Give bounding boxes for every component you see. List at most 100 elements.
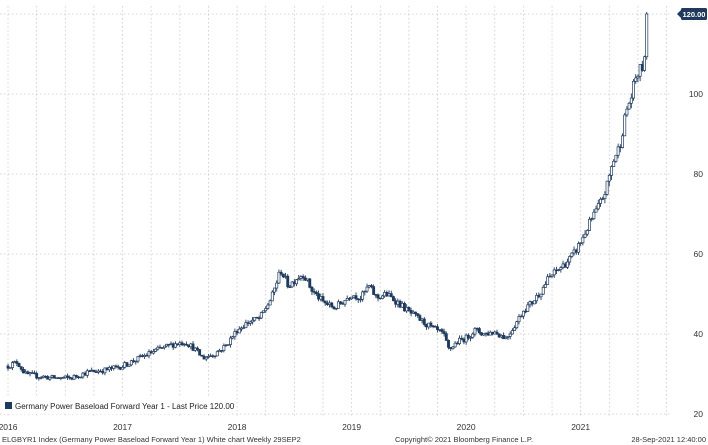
candle-body <box>453 342 457 348</box>
candle-body <box>354 295 358 300</box>
candle-body <box>321 296 325 302</box>
candle-body <box>616 146 620 156</box>
candlestick-series <box>6 12 649 381</box>
legend: Germany Power Baseload Forward Year 1 - … <box>1 398 235 414</box>
candle-body <box>310 287 314 292</box>
candle-body <box>585 230 589 235</box>
candle-body <box>495 331 499 335</box>
candle-body <box>121 366 124 370</box>
candle-body <box>389 293 393 297</box>
last-price-pointer <box>677 10 681 18</box>
candle-body <box>358 298 362 301</box>
candle-body <box>436 326 439 331</box>
y-tick-label: 40 <box>694 329 704 339</box>
candle-body <box>226 344 230 346</box>
candle-body <box>429 322 433 327</box>
candle-body <box>614 154 618 162</box>
candle-body <box>546 276 550 285</box>
last-price-marker: 120.00 <box>677 8 707 20</box>
candle-body <box>279 271 283 275</box>
candle-body <box>607 174 611 182</box>
footer: ELGBYR1 Index (Germany Power Baseload Fo… <box>2 435 706 444</box>
candle-body <box>535 295 539 302</box>
candle-body <box>577 243 580 253</box>
candle-body <box>350 296 354 300</box>
candle-body <box>643 56 646 71</box>
candle-body <box>222 345 226 351</box>
candle-body <box>612 160 616 167</box>
candle-body <box>407 307 411 311</box>
candle-body <box>392 296 395 302</box>
footer-index-description: ELGBYR1 Index (Germany Power Baseload Fo… <box>2 435 301 444</box>
candle-body <box>543 284 547 288</box>
candle-body <box>579 242 583 244</box>
x-tick-label: 2016 <box>0 422 18 432</box>
candle-body <box>603 194 607 199</box>
y-tick-label: 60 <box>694 249 704 259</box>
footer-copyright: Copyright© 2021 Bloomberg Finance L.P. <box>395 435 533 444</box>
legend-background <box>1 398 229 414</box>
candle-body <box>517 316 521 323</box>
candle-body <box>634 77 638 82</box>
candle-body <box>477 328 481 334</box>
candle-body <box>72 375 76 380</box>
candle-body <box>277 271 281 284</box>
legend-text: Germany Power Baseload Forward Year 1 - … <box>15 402 235 411</box>
candle-body <box>594 208 598 213</box>
candle-body <box>590 218 594 220</box>
candle-body <box>136 356 140 362</box>
candle-body <box>191 343 195 351</box>
candle-body <box>557 269 561 271</box>
candle-body <box>506 336 510 338</box>
candle-body <box>599 198 602 204</box>
candle-body <box>336 301 340 309</box>
candle-body <box>200 354 204 357</box>
candle-body <box>621 135 624 148</box>
x-tick-label: 2019 <box>342 422 361 432</box>
candle-body <box>195 347 199 350</box>
candle-body <box>458 337 461 344</box>
candle-body <box>21 368 25 374</box>
candle-body <box>180 342 184 346</box>
candle-body <box>592 211 596 219</box>
footer-timestamp: 28-Sep-2021 12:40:00 <box>631 435 706 444</box>
candle-body <box>376 294 380 299</box>
candle-body <box>314 291 318 295</box>
x-tick-label: 2021 <box>571 422 590 432</box>
candle-body <box>61 377 65 379</box>
candle-body <box>6 365 10 369</box>
candle-body <box>244 322 248 329</box>
candle-body <box>281 273 285 278</box>
candle-body <box>103 367 107 374</box>
candle-body <box>330 302 334 308</box>
candle-body <box>605 180 609 195</box>
candle-body <box>8 367 12 369</box>
candle-body <box>334 307 338 310</box>
candle-body <box>414 311 417 315</box>
candle-body <box>566 261 569 268</box>
candle-body <box>596 203 600 210</box>
candle-body <box>286 275 290 288</box>
x-tick-label: 2018 <box>228 422 247 432</box>
candle-body <box>372 286 376 295</box>
candle-body <box>19 366 23 370</box>
candle-body <box>515 321 519 329</box>
candle-body <box>134 360 138 363</box>
candle-body <box>184 343 188 346</box>
candle-body <box>251 319 254 323</box>
candle-body <box>48 376 52 380</box>
candle-body <box>532 300 536 305</box>
candle-body <box>451 346 455 350</box>
candle-body <box>442 331 446 335</box>
candle-body <box>74 375 78 378</box>
candle-body <box>519 315 523 318</box>
candle-body <box>471 333 475 338</box>
candle-body <box>52 375 56 379</box>
candle-body <box>466 334 470 339</box>
candle-body <box>231 336 235 339</box>
candle-body <box>469 336 472 339</box>
candle-body <box>297 278 301 281</box>
candle-body <box>539 293 543 298</box>
candle-body <box>262 310 265 313</box>
